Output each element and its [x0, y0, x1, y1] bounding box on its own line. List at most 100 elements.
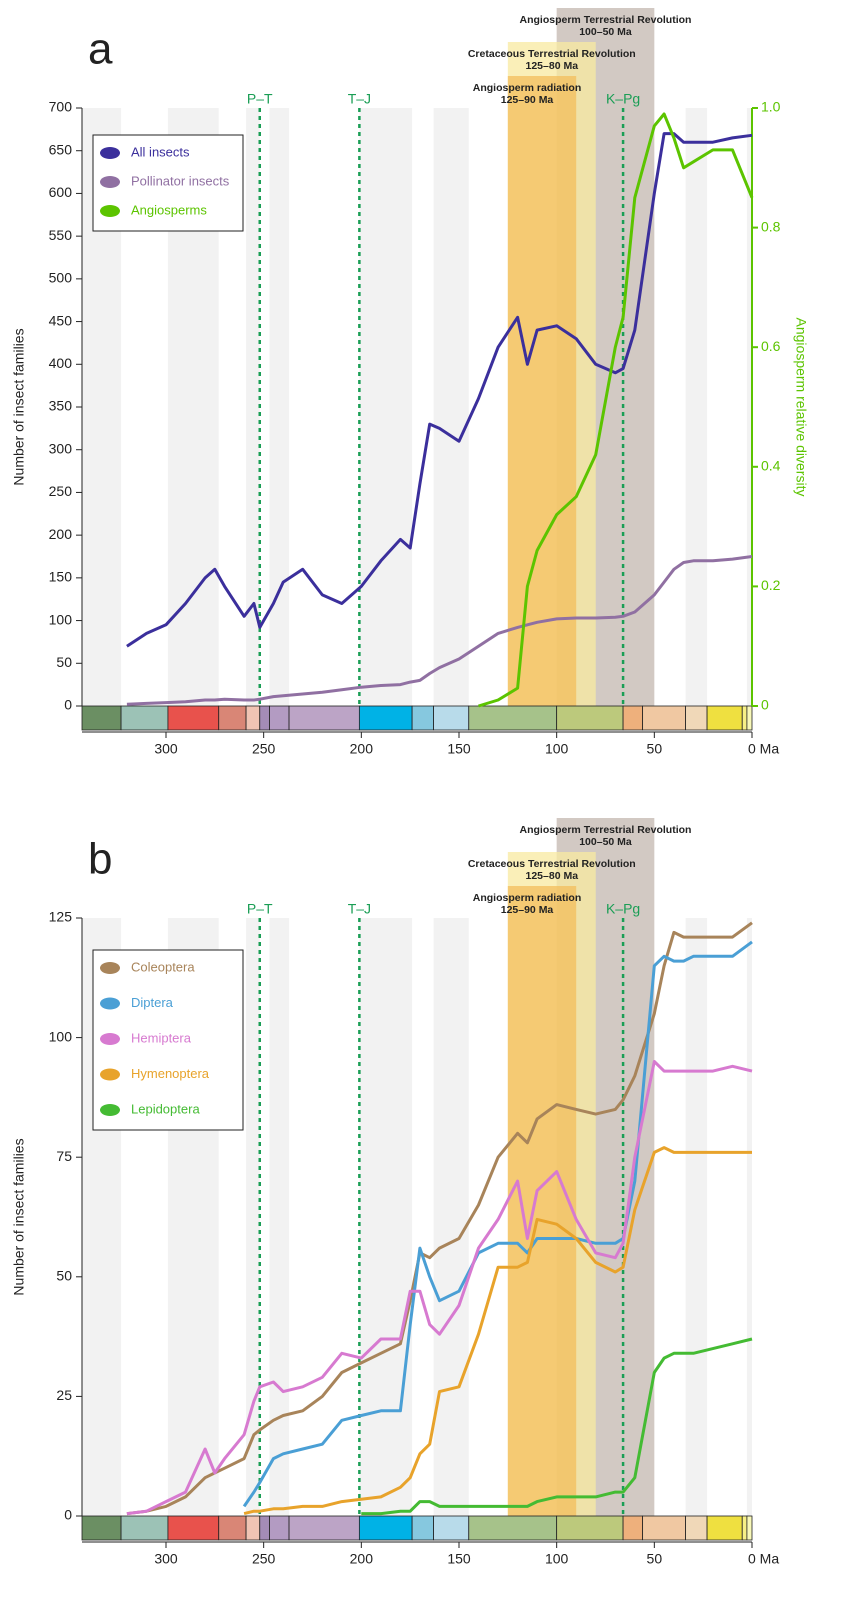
x-tick-label: 100 — [545, 1551, 569, 1567]
x-tick-label: 50 — [647, 741, 663, 757]
band-range: 125–80 Ma — [526, 60, 579, 72]
y-tick-label: 75 — [56, 1148, 72, 1164]
timescale-unit — [622, 1515, 644, 1541]
event-label: T–J — [348, 91, 371, 107]
timescale-unit — [218, 705, 247, 731]
time-stripe — [685, 108, 708, 706]
event-label: K–Pg — [606, 901, 640, 917]
y-tick-label: 250 — [49, 483, 73, 499]
y-tick-label: 150 — [49, 569, 73, 585]
band-title: Angiosperm Terrestrial Revolution — [520, 14, 692, 26]
x-tick-label: 50 — [647, 1551, 663, 1567]
y-tick-label: 400 — [49, 355, 73, 371]
time-stripe — [246, 918, 260, 1516]
timescale-unit — [685, 1515, 708, 1541]
x-tick-label: 150 — [447, 741, 471, 757]
period-band — [507, 886, 577, 1516]
timescale-unit — [288, 1515, 360, 1541]
legend-label: Coleoptera — [131, 959, 195, 974]
panel-label: b — [88, 835, 112, 884]
legend-icon — [100, 1068, 120, 1081]
event-label: P–T — [247, 91, 273, 107]
panel-label: a — [88, 25, 113, 74]
time-stripe — [433, 108, 469, 706]
series-line — [126, 555, 753, 706]
x-tick-label: 150 — [447, 1551, 471, 1567]
series-line — [126, 1060, 753, 1516]
band-title: Angiosperm radiation — [473, 82, 582, 94]
y-tick-label: 650 — [49, 141, 73, 157]
timescale-unit — [288, 705, 360, 731]
legend-icon — [100, 1033, 120, 1045]
series-line — [126, 921, 753, 1516]
timescale-unit — [433, 705, 470, 731]
y-tick-label: 25 — [56, 1387, 72, 1403]
y2-tick-label: 0 — [761, 697, 769, 713]
y-tick-label: 550 — [49, 227, 73, 243]
time-stripe — [269, 108, 290, 706]
x-tick-label: 200 — [350, 741, 374, 757]
timescale-unit — [706, 705, 743, 731]
timescale-unit — [741, 1515, 748, 1541]
band-range: 100–50 Ma — [579, 26, 632, 38]
x-tick-label: 100 — [545, 741, 569, 757]
time-stripe — [746, 918, 752, 1516]
timescale-unit — [556, 705, 624, 731]
timescale-unit — [642, 705, 686, 731]
legend-label: Angiosperms — [131, 202, 207, 217]
y-tick-label: 100 — [49, 611, 73, 627]
series-line — [361, 1337, 753, 1516]
y-tick-label: 100 — [49, 1028, 73, 1044]
legend-icon — [100, 176, 120, 188]
timescale-unit — [746, 705, 753, 731]
x-tick-label: 200 — [350, 1551, 374, 1567]
timescale-unit — [259, 1515, 270, 1541]
timescale-unit — [741, 705, 748, 731]
timescale-unit — [259, 705, 270, 731]
band-range: 125–90 Ma — [501, 904, 554, 916]
time-stripe — [433, 918, 469, 1516]
band-title: Cretaceous Terrestrial Revolution — [468, 858, 636, 870]
timescale-unit — [468, 705, 558, 731]
timescale-unit — [358, 705, 413, 731]
legend-label: Pollinator insects — [131, 173, 230, 188]
time-stripe — [359, 108, 413, 706]
y-tick-label: 450 — [49, 312, 73, 328]
legend-label: Hemiptera — [131, 1030, 192, 1045]
legend-icon — [100, 997, 120, 1010]
band-title: Cretaceous Terrestrial Revolution — [468, 48, 636, 60]
y2-tick-label: 0.6 — [761, 338, 781, 354]
x-tick-label: 0 Ma — [748, 741, 779, 757]
timescale-unit — [746, 1515, 753, 1541]
band-title: Angiosperm radiation — [473, 892, 582, 904]
x-tick-label: 0 Ma — [748, 1551, 779, 1567]
timescale-unit — [358, 1515, 413, 1541]
y-tick-label: 700 — [49, 99, 73, 115]
legend-label: Hymenoptera — [131, 1066, 210, 1081]
y2-tick-label: 0.2 — [761, 577, 781, 593]
period-band — [507, 76, 577, 706]
y-tick-label: 350 — [49, 398, 73, 414]
timescale-unit — [411, 1515, 435, 1541]
timescale-unit — [81, 705, 122, 731]
timescale-unit — [218, 1515, 247, 1541]
legend-label: All insects — [131, 144, 190, 159]
legend-label: Diptera — [131, 995, 174, 1010]
timescale-unit — [685, 705, 708, 731]
time-stripe — [359, 918, 413, 1516]
timescale-unit — [556, 1515, 624, 1541]
timescale-unit — [411, 705, 435, 731]
legend-icon — [100, 962, 120, 974]
legend-icon — [100, 1104, 120, 1116]
timescale-unit — [120, 1515, 169, 1541]
event-label: K–Pg — [606, 91, 640, 107]
event-label: T–J — [348, 901, 371, 917]
x-tick-label: 300 — [154, 741, 178, 757]
event-label: P–T — [247, 901, 273, 917]
y-tick-label: 300 — [49, 440, 73, 456]
series-line — [126, 132, 753, 648]
series-line — [242, 940, 753, 1508]
y-tick-label: 125 — [49, 909, 73, 925]
timescale-unit — [245, 1515, 261, 1541]
series-line — [243, 1146, 752, 1516]
